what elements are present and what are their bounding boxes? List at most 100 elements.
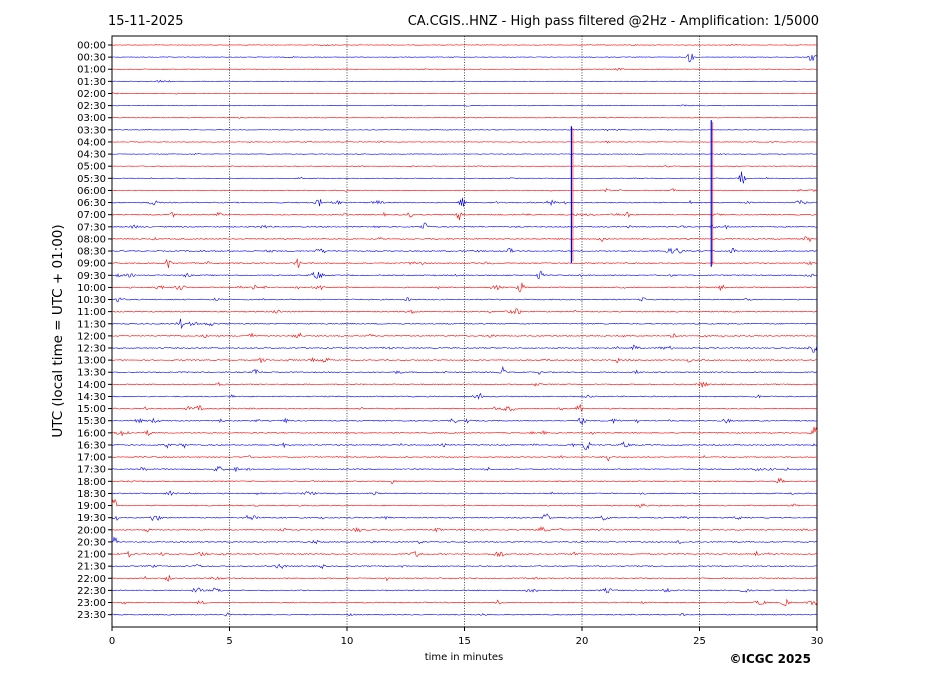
row-label: 12:30 (77, 344, 106, 355)
trace-row-2100 (111, 550, 818, 558)
row-label: 15:00 (77, 404, 106, 415)
trace-row-1730 (111, 465, 818, 472)
trace-row-1400 (111, 381, 818, 388)
trace-row-2330 (111, 612, 818, 617)
row-label: 23:30 (77, 610, 106, 621)
row-label: 01:30 (77, 77, 106, 88)
row-label: 21:00 (77, 550, 106, 561)
x-axis-label: time in minutes (425, 652, 504, 663)
trace-row-0030 (111, 53, 818, 63)
x-tick-label: 20 (576, 636, 589, 647)
trace-row-0430 (111, 153, 818, 156)
row-label: 13:00 (77, 356, 106, 367)
trace-row-1100 (111, 308, 818, 315)
trace-row-0530 (111, 171, 818, 184)
row-label: 00:30 (77, 53, 106, 64)
row-label: 03:30 (77, 125, 106, 136)
traces-layer (111, 43, 818, 617)
trace-row-1000 (111, 282, 818, 293)
trace-row-0900 (111, 258, 818, 268)
trace-row-1800 (111, 477, 818, 485)
row-label: 02:30 (77, 101, 106, 112)
trace-row-1500 (111, 403, 818, 412)
trace-row-1230 (111, 344, 818, 353)
trace-row-0300 (111, 116, 818, 119)
trace-row-2200 (111, 575, 818, 582)
trace-row-0930 (111, 270, 818, 280)
row-label: 12:00 (77, 331, 106, 342)
trace-row-0100 (111, 68, 818, 71)
row-label: 19:00 (77, 501, 106, 512)
trace-row-1900 (111, 498, 818, 508)
date-label: 15-11-2025 (108, 14, 184, 29)
trace-row-1600 (111, 426, 818, 437)
row-label: 04:00 (77, 137, 106, 148)
row-label: 20:30 (77, 537, 106, 548)
trace-row-1200 (111, 332, 818, 339)
row-label: 10:30 (77, 295, 106, 306)
row-label: 07:30 (77, 222, 106, 233)
x-tick-label: 30 (811, 636, 824, 647)
row-label: 08:30 (77, 247, 106, 258)
row-label: 23:00 (77, 598, 106, 609)
trace-row-2300 (111, 598, 818, 607)
trace-row-2230 (111, 587, 818, 594)
trace-row-0230 (111, 104, 818, 107)
x-tick-label: 5 (226, 636, 232, 647)
x-tick-label: 0 (109, 636, 115, 647)
row-label: 16:30 (77, 440, 106, 451)
copyright-label: ©ICGC 2025 (729, 652, 811, 666)
row-label: 08:00 (77, 234, 106, 245)
trace-row-1330 (111, 365, 818, 375)
trace-row-0000 (111, 43, 818, 47)
row-label: 14:30 (77, 392, 106, 403)
trace-row-0500 (111, 165, 818, 168)
x-tick-label: 10 (341, 636, 354, 647)
row-label: 09:00 (77, 259, 106, 270)
row-label: 18:30 (77, 489, 106, 500)
trace-row-1830 (111, 490, 818, 496)
row-label: 09:30 (77, 271, 106, 282)
row-label: 16:00 (77, 428, 106, 439)
trace-row-0830 (111, 247, 818, 254)
row-label: 14:00 (77, 380, 106, 391)
trace-row-1700 (111, 455, 818, 462)
row-label: 03:00 (77, 113, 106, 124)
trace-row-1030 (111, 297, 818, 303)
row-label: 11:30 (77, 319, 106, 330)
trace-row-0700 (111, 211, 818, 221)
row-label: 11:00 (77, 307, 106, 318)
trace-row-2130 (111, 563, 818, 570)
row-label: 10:00 (77, 283, 106, 294)
x-axis-ticks: 0 5 10 15 20 25 30 (109, 627, 824, 647)
trace-row-1530 (111, 417, 818, 426)
row-label: 19:30 (77, 513, 106, 524)
row-label: 17:30 (77, 465, 106, 476)
row-label: 21:30 (77, 562, 106, 573)
trace-row-1130 (111, 318, 818, 330)
trace-row-0800 (111, 236, 818, 243)
row-label: 05:30 (77, 174, 106, 185)
row-labels: 00:0000:3001:0001:3002:0002:3003:0003:30… (77, 41, 112, 621)
row-label: 01:00 (77, 65, 106, 76)
trace-row-1430 (111, 392, 818, 400)
row-label: 17:00 (77, 453, 106, 464)
row-label: 22:30 (77, 586, 106, 597)
trace-row-0400 (111, 140, 818, 144)
chart-title: CA.CGIS..HNZ - High pass filtered @2Hz -… (408, 14, 819, 29)
trace-row-1630 (111, 441, 818, 450)
trace-row-0600 (111, 188, 818, 193)
trace-row-0200 (111, 92, 818, 95)
trace-row-0330 (111, 128, 818, 132)
row-label: 04:30 (77, 150, 106, 161)
row-label: 02:00 (77, 89, 106, 100)
y-axis-label: UTC (local time = UTC + 01:00) (50, 224, 66, 437)
trace-row-0130 (111, 79, 817, 83)
x-tick-label: 25 (693, 636, 706, 647)
row-label: 18:00 (77, 477, 106, 488)
trace-row-0730 (111, 222, 818, 230)
row-label: 20:00 (77, 525, 106, 536)
row-label: 15:30 (77, 416, 106, 427)
trace-row-1300 (111, 357, 818, 364)
trace-row-1930 (111, 513, 818, 522)
